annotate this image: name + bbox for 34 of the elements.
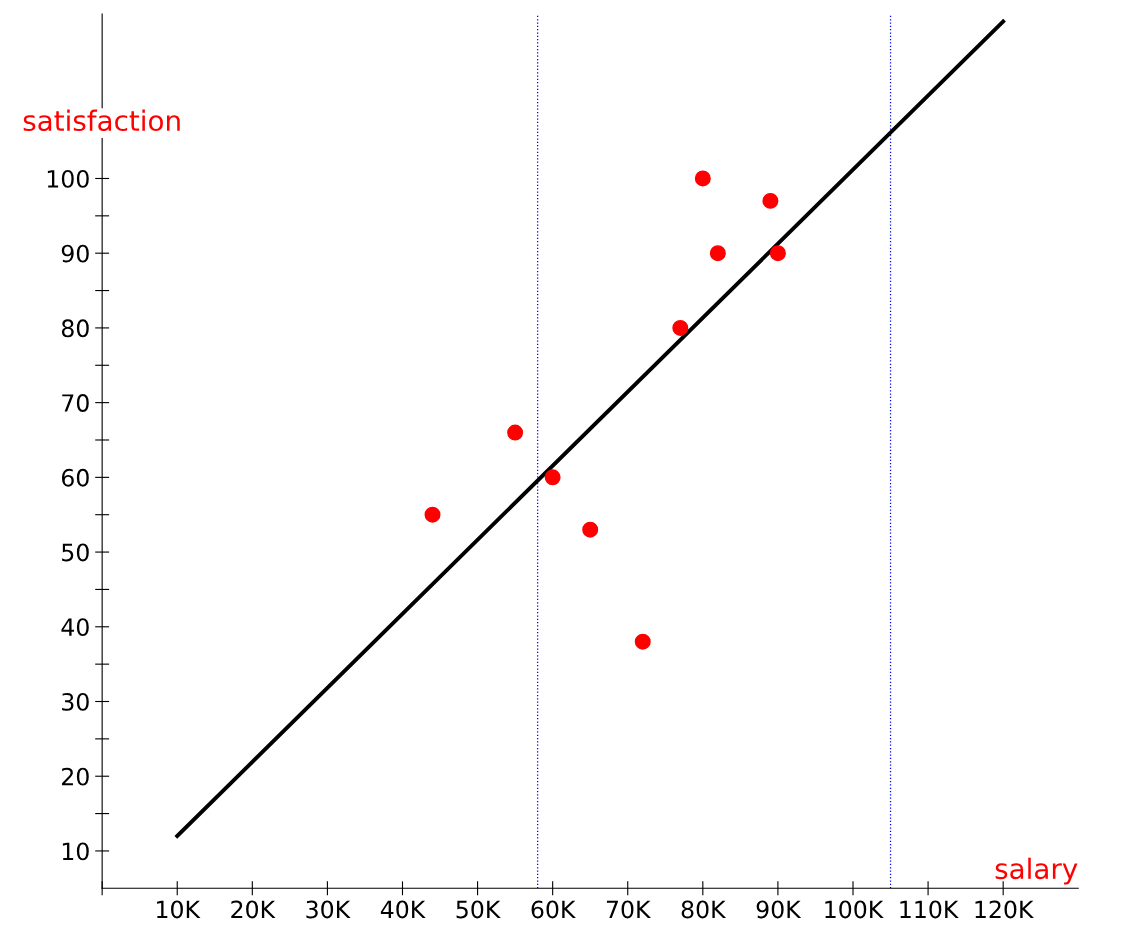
point bbox=[769, 245, 786, 262]
y-tick-label: 100 bbox=[47, 169, 89, 188]
point bbox=[582, 521, 599, 538]
point bbox=[709, 245, 726, 262]
point bbox=[634, 633, 651, 650]
point bbox=[507, 424, 524, 441]
x-tick-label: 30K bbox=[306, 900, 351, 919]
x-tick-label: 110K bbox=[900, 900, 959, 919]
point bbox=[672, 319, 689, 336]
x-tick-label: 40K bbox=[380, 900, 426, 919]
x-tick-label: 80K bbox=[681, 900, 727, 919]
y-tick-label: 90 bbox=[61, 244, 89, 263]
x-tick-label: 10K bbox=[157, 900, 201, 919]
y-axis-title: satisfaction bbox=[23, 109, 180, 132]
x-axis-title: salary bbox=[995, 857, 1078, 885]
x-tick-label: 50K bbox=[456, 900, 501, 919]
point bbox=[544, 469, 561, 486]
y-tick-label: 70 bbox=[62, 394, 89, 412]
y-tick-label: 30 bbox=[62, 692, 89, 711]
y-tick-label: 10 bbox=[62, 842, 89, 861]
x-tick-label: 120K bbox=[975, 900, 1034, 919]
point bbox=[762, 192, 779, 209]
y-tick-label: 80 bbox=[61, 319, 89, 338]
x-tick-label: 60K bbox=[531, 900, 576, 919]
x-tick-label: 90K bbox=[756, 900, 802, 919]
x-tick-label: 100K bbox=[825, 900, 884, 919]
y-tick-label: 50 bbox=[62, 543, 89, 562]
y-tick-label: 40 bbox=[61, 618, 89, 637]
x-tick-label: 70K bbox=[606, 900, 651, 919]
y-tick-label: 20 bbox=[62, 767, 89, 786]
point bbox=[694, 170, 711, 187]
point bbox=[424, 506, 441, 523]
x-tick-label: 20K bbox=[231, 900, 276, 919]
y-tick-label: 60 bbox=[61, 468, 89, 487]
